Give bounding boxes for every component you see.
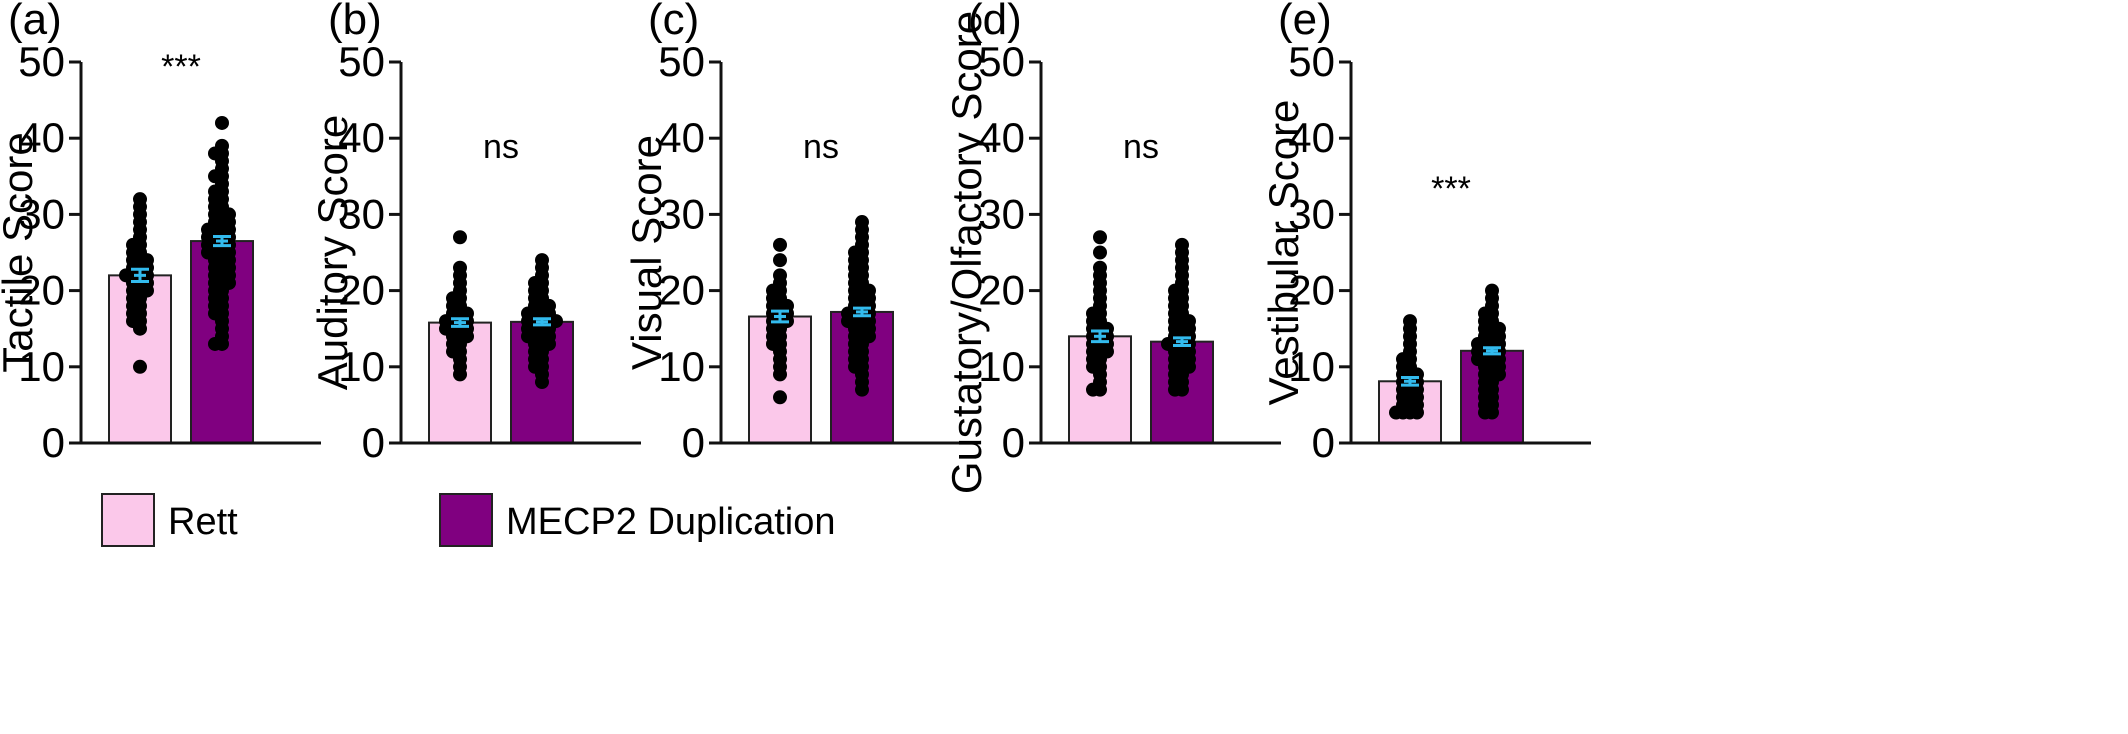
y-tick-label: 0 xyxy=(42,419,65,466)
error-bar xyxy=(451,317,469,328)
data-point xyxy=(1389,405,1403,420)
data-point xyxy=(453,230,467,245)
data-point xyxy=(453,367,467,382)
error-bar xyxy=(533,317,551,327)
data-point xyxy=(208,336,222,351)
y-tick-label: 10 xyxy=(1288,343,1335,390)
error-bar xyxy=(1401,375,1419,387)
y-tick-label: 20 xyxy=(1288,267,1335,314)
panels: (a) 0 10 20 30 40 50 Tactile Score *** (b) 0 10 20 30… xyxy=(0,0,1591,494)
error-bar xyxy=(213,234,231,248)
y-tick-label: 40 xyxy=(1288,114,1335,161)
data-point xyxy=(773,253,787,268)
error-bar xyxy=(1173,336,1191,347)
panel-label: (e) xyxy=(1278,0,1332,44)
y-tick-label: 0 xyxy=(362,419,385,466)
y-tick-label: 40 xyxy=(338,114,385,161)
panel-1: (a) 0 10 20 30 40 50 Tactile Score *** xyxy=(0,0,321,466)
data-point xyxy=(1410,405,1424,420)
error-bar xyxy=(1091,329,1109,344)
error-bar xyxy=(131,267,149,283)
y-tick-label: 10 xyxy=(338,343,385,390)
data-point xyxy=(855,382,869,397)
panel-label: (a) xyxy=(8,0,62,44)
data-point xyxy=(1168,382,1182,397)
y-tick-label: 10 xyxy=(658,343,705,390)
panel-label: (b) xyxy=(328,0,382,44)
error-bar xyxy=(771,309,789,324)
error-bar xyxy=(1483,346,1501,356)
data-point xyxy=(1086,382,1100,397)
data-point xyxy=(1093,245,1107,260)
y-tick-label: 30 xyxy=(1288,190,1335,237)
significance-label: ns xyxy=(803,128,839,166)
legend-label-rett: Rett xyxy=(168,501,238,543)
data-point xyxy=(773,367,787,382)
legend: Rett MECP2 Duplication xyxy=(101,493,835,547)
y-tick-label: 30 xyxy=(338,190,385,237)
legend-swatch-mecp2 xyxy=(439,493,493,547)
significance-label: ns xyxy=(483,128,519,166)
panel-2: (b) 0 10 20 30 40 50 Auditory Score ns xyxy=(309,0,641,466)
data-point xyxy=(773,390,787,405)
y-axis-label: Visual Score xyxy=(623,135,670,370)
significance-label: *** xyxy=(1431,170,1471,208)
data-point xyxy=(133,359,147,374)
y-tick-label: 20 xyxy=(658,267,705,314)
panel-label: (d) xyxy=(968,0,1022,44)
panel-label: (c) xyxy=(648,0,699,44)
y-tick-label: 30 xyxy=(978,190,1025,237)
data-point xyxy=(1093,230,1107,245)
y-tick-label: 20 xyxy=(18,267,65,314)
y-axis-label: Vestibular Score xyxy=(1260,100,1307,406)
significance-label: ns xyxy=(1123,128,1159,166)
panel-5: (e) 0 10 20 30 40 50 Vestibular Score *** xyxy=(1260,0,1591,466)
y-tick-label: 10 xyxy=(978,343,1025,390)
y-tick-label: 0 xyxy=(682,419,705,466)
significance-label: *** xyxy=(161,48,201,86)
y-tick-label: 40 xyxy=(658,114,705,161)
y-axis-label: Tactile Score xyxy=(0,132,41,372)
y-tick-label: 50 xyxy=(338,38,385,85)
y-tick-label: 30 xyxy=(658,190,705,237)
panel-3: (c) 0 10 20 30 40 50 Visual Score ns xyxy=(623,0,961,466)
legend-swatch-rett xyxy=(101,493,155,547)
y-axis-label: Auditory Score xyxy=(309,115,356,390)
legend-label-mecp2: MECP2 Duplication xyxy=(506,501,835,543)
data-point xyxy=(535,375,549,390)
y-tick-label: 20 xyxy=(338,267,385,314)
y-tick-label: 20 xyxy=(978,267,1025,314)
y-tick-label: 0 xyxy=(1002,419,1025,466)
y-tick-label: 50 xyxy=(658,38,705,85)
y-tick-label: 50 xyxy=(1288,38,1335,85)
y-tick-label: 50 xyxy=(18,38,65,85)
y-tick-label: 0 xyxy=(1312,419,1335,466)
y-tick-label: 40 xyxy=(978,114,1025,161)
y-tick-label: 40 xyxy=(18,114,65,161)
y-tick-label: 10 xyxy=(18,343,65,390)
y-axis-label: Gustatory/Olfactory Score xyxy=(943,11,990,494)
y-tick-label: 30 xyxy=(18,190,65,237)
data-point xyxy=(215,115,229,130)
y-tick-label: 50 xyxy=(978,38,1025,85)
data-point xyxy=(1478,405,1492,420)
error-bar xyxy=(853,306,871,318)
data-point xyxy=(773,237,787,252)
data-point xyxy=(133,321,147,336)
